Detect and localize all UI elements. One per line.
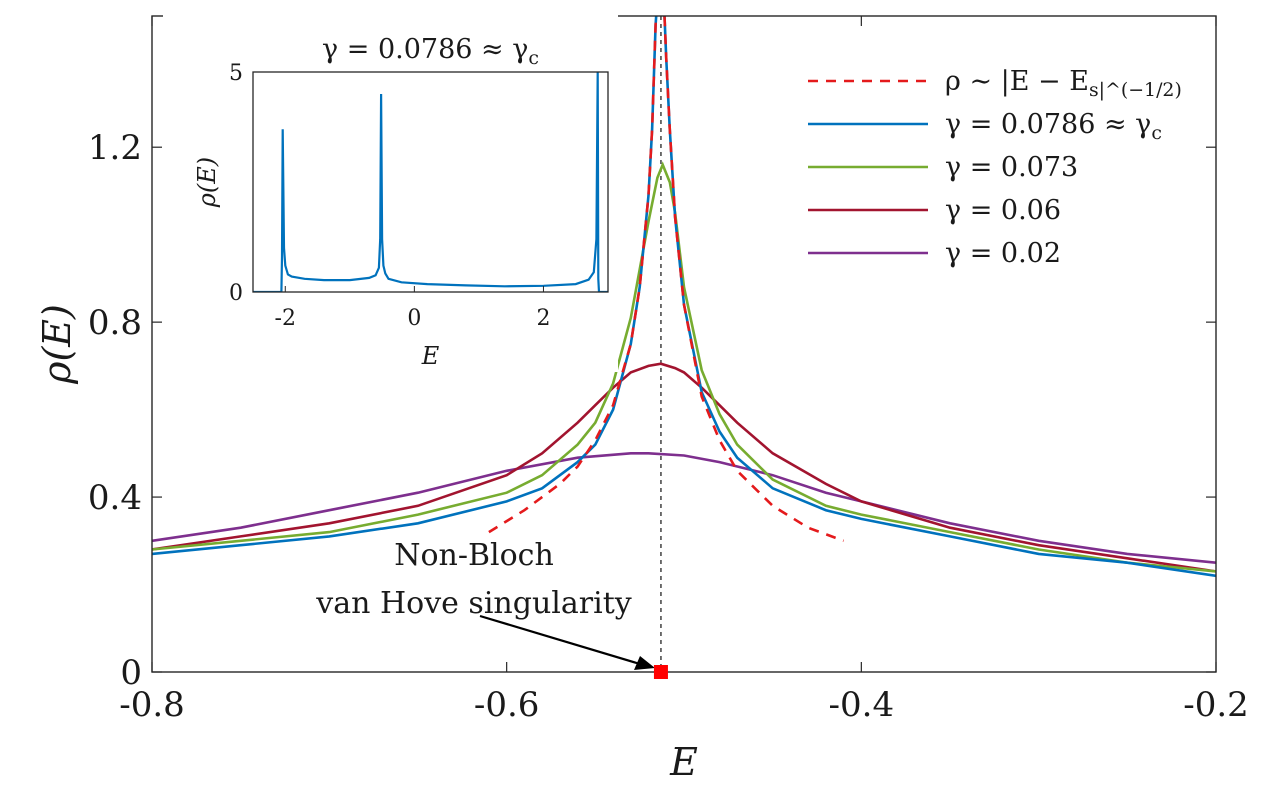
legend-label-3: γ = 0.06 xyxy=(945,195,1061,226)
y-tick-label: 0.8 xyxy=(88,303,142,343)
plot-frame xyxy=(151,15,1217,673)
inset-series xyxy=(253,72,608,292)
legend-label-0: ρ ∼ |E − Es|^(−1/2) xyxy=(945,66,1182,101)
inset-y-tick-label: 0 xyxy=(229,281,243,306)
series-line-1 xyxy=(152,16,1216,578)
singularity-marker xyxy=(653,665,668,679)
series-line-4 xyxy=(152,452,1216,564)
inset-series-line xyxy=(253,72,608,292)
singularity-annotation: Non-Bloch van Hove singularity xyxy=(315,538,668,679)
inset-x-tick-label: -2 xyxy=(275,306,296,331)
inset-chart: -2 0 2 0 5 γ = 0.0786 ≈ γc Eρ(E) xyxy=(163,12,618,372)
main-axes-frame xyxy=(151,15,1217,673)
y-axis-title: ρ(E) xyxy=(35,304,79,385)
legend: ρ ∼ |E − Es|^(−1/2) γ = 0.0786 ≈ γc γ = 0.… xyxy=(808,66,1182,269)
series-line-3 xyxy=(152,362,1216,573)
main-axis-ticks: -0.8 -0.6 -0.4 -0.2 0 0.4 0.8 1.2 Eρ(E) xyxy=(35,16,1249,784)
inset-x-axis-title: E xyxy=(421,342,440,370)
x-tick-label: -0.4 xyxy=(829,685,895,725)
main-plot-series xyxy=(152,16,1216,672)
inset-x-tick-label: 2 xyxy=(536,306,550,331)
series-line-0 xyxy=(488,16,845,543)
annotation-line-2: van Hove singularity xyxy=(315,586,631,621)
annotation-arrow-shaft xyxy=(479,614,641,666)
x-tick-label: -0.2 xyxy=(1183,685,1249,725)
inset-y-tick-label: 5 xyxy=(229,61,243,86)
series-line-2 xyxy=(152,161,1216,573)
x-axis-title: E xyxy=(669,740,698,784)
inset-title: γ = 0.0786 ≈ γc xyxy=(322,34,539,69)
inset-y-axis-title: ρ(E) xyxy=(193,157,221,208)
annotation-line-1: Non-Bloch xyxy=(394,538,554,573)
inset-frame xyxy=(252,71,609,293)
legend-label-1: γ = 0.0786 ≈ γc xyxy=(945,109,1162,144)
legend-label-2: γ = 0.073 xyxy=(945,152,1078,183)
y-tick-label: 1.2 xyxy=(88,128,142,168)
inset-x-tick-label: 0 xyxy=(407,306,421,331)
y-tick-label: 0 xyxy=(120,653,142,693)
x-tick-label: -0.8 xyxy=(119,685,185,725)
legend-label-4: γ = 0.02 xyxy=(945,238,1061,269)
y-tick-label: 0.4 xyxy=(88,478,142,518)
annotation-arrowhead xyxy=(634,656,655,670)
x-tick-label: -0.6 xyxy=(474,685,540,725)
